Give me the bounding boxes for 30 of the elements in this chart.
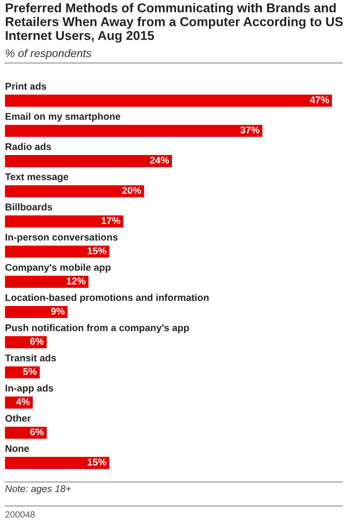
y-tick-label: Transit ads [5,354,56,362]
data-label: 37% [240,126,260,134]
data-label: 15% [88,247,106,254]
y-tick-label: Billboards [6,203,52,210]
text: 200048 [5,511,35,518]
chart-subtitle: % of respondents [6,49,92,60]
y-tick-label: Text message [5,173,68,182]
y-tick-label: Print ads [6,82,46,90]
data-label: 47% [310,96,329,104]
data-label: 6% [30,428,44,436]
data-label: 6% [30,338,44,345]
text: Note: ages 18+ [5,485,71,494]
y-tick-label: In-person conversations [6,233,118,243]
data-label: 9% [51,308,65,315]
data-label: 24% [150,156,169,164]
y-tick-label: None [6,445,29,452]
data-label: 12% [66,278,86,284]
y-tick-label: In-app ads [6,384,54,394]
y-tick-label: Push notification from a company's app [6,324,189,334]
y-tick-label: Email on my smartphone [6,112,120,122]
data-label: 20% [122,186,142,194]
y-tick-label: Radio ads [6,142,52,150]
data-label: 17% [102,217,120,224]
data-label: 5% [23,368,37,375]
data-label: 15% [88,458,106,466]
data-label: 4% [16,398,30,406]
y-tick-label: Company's mobile app [5,264,111,273]
y-tick-label: Other [5,414,31,422]
chart-title: Preferred Methods of Communicating with Brands and Retailers When Away from a Computer According to US Internet Users, Aug 2015 [6,3,343,43]
y-tick-label: Location-based promotions and information [6,294,209,303]
